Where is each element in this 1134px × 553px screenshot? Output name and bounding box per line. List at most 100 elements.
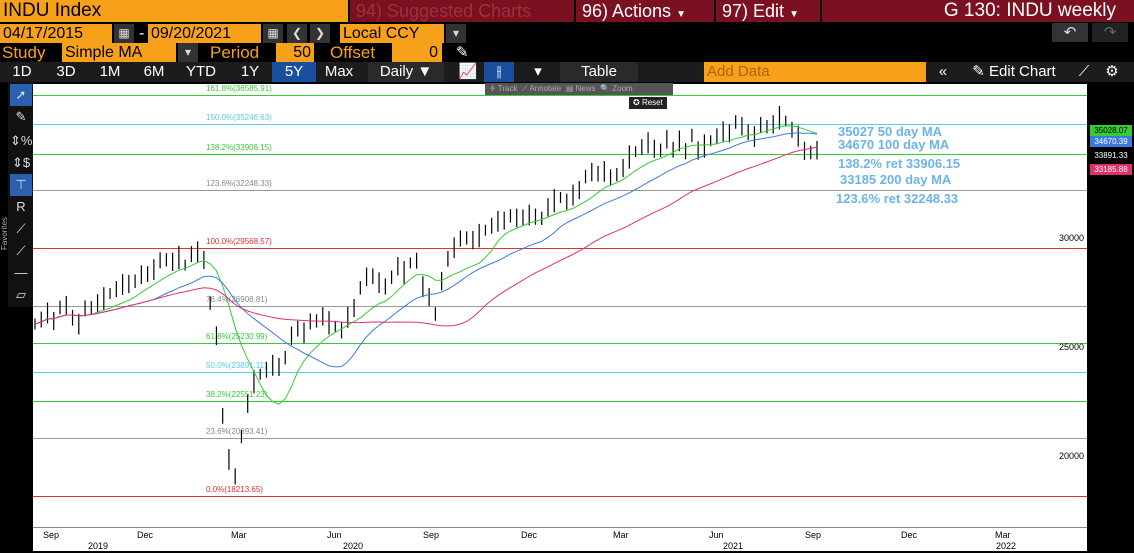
edit-chart-button[interactable]: ✎ Edit Chart (960, 62, 1068, 82)
range-ytd-button[interactable]: YTD (186, 63, 216, 80)
range-1d-button[interactable]: 1D (12, 63, 32, 80)
calendar-icon[interactable]: ▦ (263, 24, 283, 43)
price-tag: 35028.07 (1090, 125, 1132, 136)
offset-label: Offset (330, 43, 376, 62)
zoom-button[interactable]: 🔍 Zoom (600, 84, 633, 93)
fib-label: 100.0%(29568.57) (206, 237, 272, 247)
period-input[interactable]: 50 (276, 43, 314, 62)
add-data-input[interactable]: Add Data (704, 62, 926, 82)
range-6m-button[interactable]: 6M (143, 63, 165, 80)
x-year-label: 2022 (996, 541, 1017, 551)
range-5y-button[interactable]: 5Y (272, 62, 316, 82)
range-1m-button[interactable]: 1M (99, 63, 121, 80)
fib-line (33, 124, 1087, 126)
ticker-field[interactable]: INDU Index (0, 0, 348, 22)
start-date-field[interactable]: 04/17/2015 (0, 24, 112, 43)
ma50-line (34, 125, 818, 405)
line-chart-icon[interactable]: 📈 (458, 63, 478, 80)
fib-line (33, 153, 1087, 155)
pointer-icon[interactable]: ➚ (10, 84, 32, 106)
undo-icon[interactable]: ↶ (1052, 23, 1088, 42)
chevron-down-icon[interactable]: ▾ (446, 24, 466, 43)
x-month-label: Dec (521, 530, 538, 540)
fibonacci-icon[interactable]: ⊤ (10, 174, 32, 196)
frequency-label: Daily (379, 63, 414, 80)
fib-line (33, 496, 1087, 498)
track-label: Track (497, 84, 518, 93)
reset-button[interactable]: ✪ Reset (629, 97, 667, 109)
fib-line (33, 248, 1087, 250)
x-month-label: Jun (709, 530, 724, 540)
fib-label: 76.4%(26908.81) (206, 295, 268, 305)
price-tag: 34670.39 (1090, 136, 1132, 147)
fib-label: 123.6%(32248.33) (206, 178, 272, 188)
trendline-icon[interactable]: ⟋ (16, 221, 26, 236)
currency-select[interactable]: Local CCY (340, 24, 444, 43)
prev-arrow-icon[interactable]: ❮ (287, 24, 307, 43)
x-month-label: Mar (995, 530, 1011, 540)
zoom-label: Zoom (612, 84, 633, 93)
channel-icon[interactable]: ▱ (16, 287, 26, 302)
ray-icon[interactable]: ⟋ (16, 243, 26, 258)
x-year-label: 2020 (343, 541, 364, 551)
study-select[interactable]: Simple MA (62, 43, 176, 62)
news-button[interactable]: ▤ News (565, 84, 596, 93)
date-separator: - (139, 25, 145, 42)
range-max-button[interactable]: Max (324, 63, 354, 80)
text-tool-icon[interactable]: R (16, 199, 26, 214)
ma50-annotation: 35027 50 day MA (838, 124, 943, 139)
next-arrow-icon[interactable]: ❯ (310, 24, 330, 43)
fib-line (33, 401, 1087, 403)
edit-chart-label: Edit Chart (989, 63, 1056, 80)
range-3d-button[interactable]: 3D (56, 63, 76, 80)
end-date-field[interactable]: 09/20/2021 (148, 24, 261, 43)
pen-icon: ✎ (972, 63, 985, 80)
x-month-label: Sep (423, 530, 440, 540)
chevron-down-icon[interactable]: ▾ (534, 63, 542, 80)
suggested-charts-button[interactable]: 94) Suggested Charts (350, 0, 574, 22)
edit-menu[interactable]: 97) Edit ▼ (716, 0, 820, 22)
fib-label: 150.0%(35246.63) (206, 113, 272, 123)
x-month-label: Dec (137, 530, 154, 540)
bar-chart-icon[interactable]: ⫲ (484, 62, 514, 82)
ma100-line (34, 132, 818, 368)
calendar-icon[interactable]: ▦ (114, 24, 134, 43)
fib-line (33, 437, 1087, 439)
study-label: Study (2, 43, 46, 62)
x-month-label: Sep (805, 530, 822, 540)
redo-icon[interactable]: ↷ (1092, 23, 1128, 42)
offset-input[interactable]: 0 (392, 43, 442, 62)
actions-label: 96) Actions (582, 1, 672, 21)
edit-label: 97) Edit (722, 1, 785, 21)
price-chart-svg (34, 106, 818, 485)
track-button[interactable]: ✛ Track (489, 84, 518, 93)
y-tick-label: 25000 (1058, 342, 1084, 353)
annotate-button[interactable]: ⟋ Annotate (521, 84, 562, 93)
news-label: News (575, 84, 596, 93)
horizontal-line-icon[interactable]: — (14, 265, 28, 280)
x-month-label: Mar (613, 530, 629, 540)
range-1y-button[interactable]: 1Y (240, 63, 260, 80)
chevron-down-icon[interactable]: ▾ (178, 43, 198, 62)
ret123-annotation: 123.6% ret 32248.33 (836, 191, 959, 206)
collapse-icon[interactable]: « (938, 63, 948, 80)
gear-icon[interactable]: ⚙ (1105, 63, 1119, 80)
frequency-select[interactable]: Daily ▼ (368, 62, 444, 82)
chevron-down-icon: ▼ (676, 9, 686, 20)
x-year-label: 2019 (88, 541, 109, 551)
fib-line (33, 95, 1087, 97)
percent-tool-icon[interactable]: ⇕% (10, 133, 33, 148)
fib-label: 138.2%(33906.15) (206, 142, 272, 152)
ret138-annotation: 138.2% ret 33906.15 (838, 156, 961, 171)
ma100-annotation: 34670 100 day MA (838, 137, 950, 152)
pen-icon[interactable]: ✎ (456, 44, 469, 61)
table-button[interactable]: Table (560, 62, 638, 82)
fib-line (33, 189, 1087, 191)
chart-settings-icon[interactable]: ⟋ (1078, 63, 1090, 80)
favorites-label: Favorites (0, 217, 9, 250)
actions-menu[interactable]: 96) Actions ▼ (576, 0, 714, 22)
pencil-icon[interactable]: ✎ (15, 109, 27, 124)
price-tool-icon[interactable]: ⇕$ (11, 155, 31, 170)
ma200-line (34, 146, 818, 327)
chart-plot[interactable]: 161.8%(36585.91) 150.0%(35246.63) 138.2%(3… (33, 83, 1087, 527)
